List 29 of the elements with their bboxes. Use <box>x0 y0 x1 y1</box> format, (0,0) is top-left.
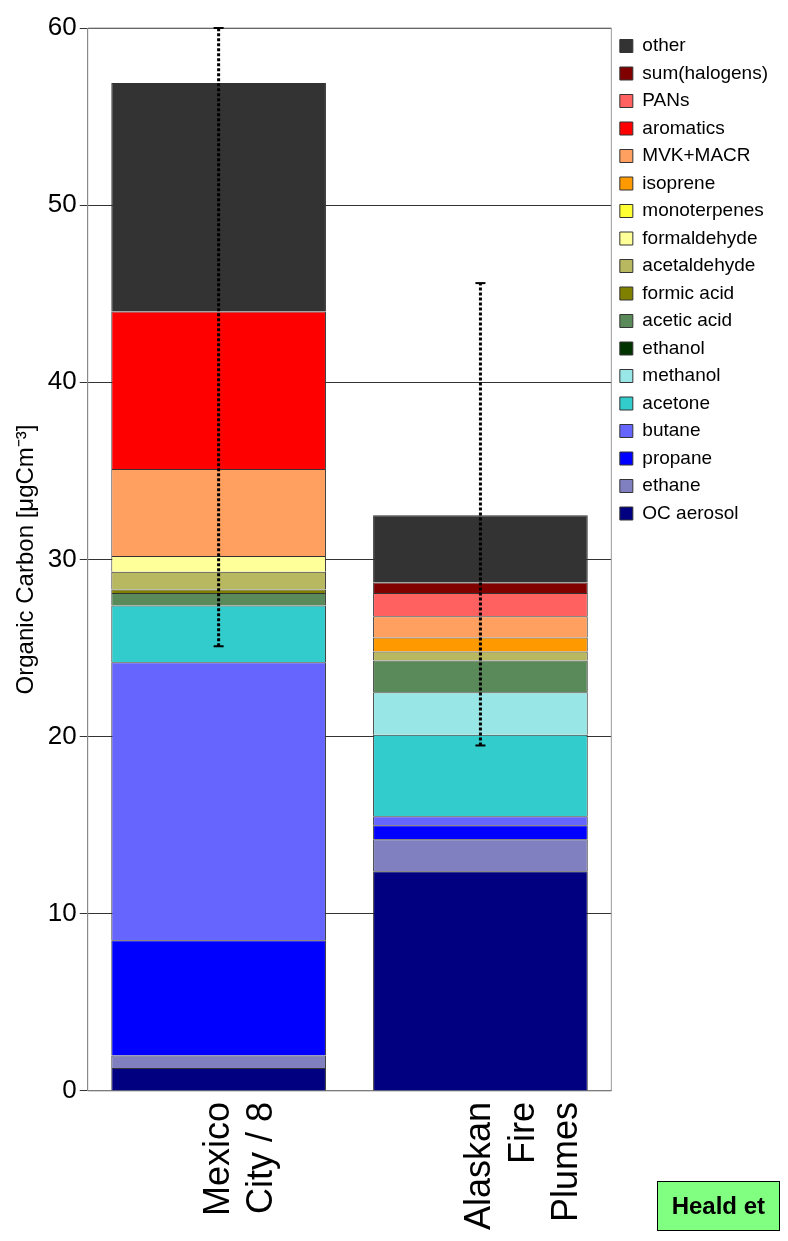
legend-label: aromatics <box>642 116 725 138</box>
y-axis-title: Organic Carbon [μgCm⁻³] <box>11 424 39 695</box>
legend-label: butane <box>642 419 701 441</box>
legend-label: isoprene <box>642 171 716 193</box>
legend-label: sum(halogens) <box>642 61 768 83</box>
legend-label: propane <box>642 446 713 468</box>
y-tick-label: 40 <box>47 365 77 396</box>
legend-label: ethanol <box>642 336 705 358</box>
legend-label: PANs <box>642 89 690 111</box>
legend-label: methanol <box>642 364 721 386</box>
legend-label: OC aerosol <box>642 501 739 523</box>
legend-label: monoterpenes <box>642 199 764 221</box>
x-tick-label: Mexico City / 8 <box>195 1101 280 1216</box>
legend-label: acetone <box>642 391 710 413</box>
text: Heald et <box>656 1181 780 1231</box>
y-tick-label: 30 <box>47 542 77 573</box>
y-tick-label: 0 <box>62 1074 77 1105</box>
y-tick-label: 50 <box>47 188 77 219</box>
legend-label: ethane <box>642 474 701 496</box>
legend-label: other <box>642 34 687 56</box>
y-tick-label: 60 <box>47 11 77 42</box>
legend-label: MVK+MACR <box>642 144 751 166</box>
legend-label: acetic acid <box>642 309 733 331</box>
y-tick-label: 10 <box>47 896 77 927</box>
legend-label: acetaldehyde <box>642 254 756 276</box>
y-tick-label: 20 <box>47 719 77 750</box>
legend-label: formic acid <box>642 281 735 303</box>
x-tick-label: Alaskan Fire Plumes <box>457 1101 585 1230</box>
legend-label: formaldehyde <box>642 226 758 248</box>
